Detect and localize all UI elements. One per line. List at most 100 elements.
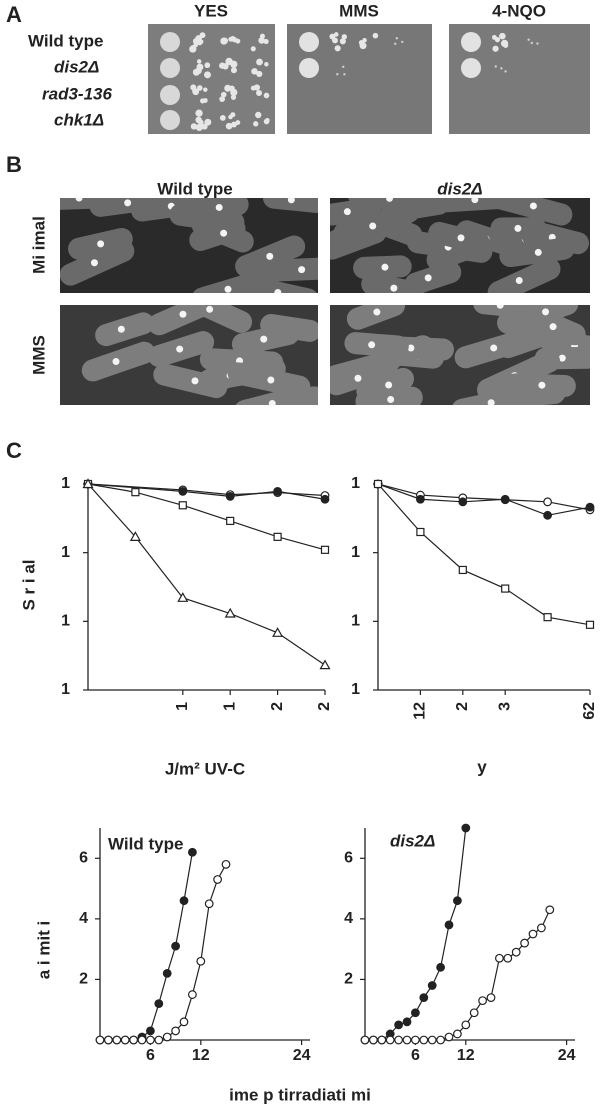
nucleus xyxy=(386,198,394,202)
colony-spot xyxy=(230,94,237,100)
nucleus xyxy=(373,308,381,316)
data-point xyxy=(137,1035,147,1045)
colony-spot xyxy=(492,45,499,52)
data-point xyxy=(453,1029,462,1039)
colony-spot xyxy=(191,87,197,92)
data-point xyxy=(419,993,429,1002)
colony-spot xyxy=(530,41,533,45)
x-tick-label: 12 xyxy=(412,702,429,720)
data-point xyxy=(453,896,462,906)
row-label: dis2Δ xyxy=(54,57,99,76)
column-header: MMS xyxy=(339,1,379,20)
data-point xyxy=(178,501,187,510)
data-point xyxy=(543,510,552,520)
nucleus xyxy=(538,381,546,389)
cell xyxy=(174,305,253,333)
y-tick-label: 1 xyxy=(351,681,360,698)
nucleus xyxy=(368,341,376,349)
x-tick-label: 6 xyxy=(146,1047,155,1064)
data-point xyxy=(436,962,446,972)
data-point xyxy=(444,1032,454,1042)
nucleus xyxy=(260,335,268,343)
nucleus xyxy=(381,263,389,271)
data-point xyxy=(520,938,529,948)
data-point xyxy=(537,923,546,933)
cell xyxy=(344,332,409,358)
colony-spot xyxy=(263,118,270,125)
data-point xyxy=(129,531,141,541)
y-tick-label: 2 xyxy=(344,971,353,988)
y-tick-label: 1 xyxy=(351,613,360,630)
nucleus xyxy=(191,377,199,385)
data-point xyxy=(458,565,467,575)
nucleus xyxy=(274,289,282,293)
nucleus xyxy=(514,224,522,232)
nucleus xyxy=(206,305,214,313)
data-point xyxy=(129,1035,139,1045)
data-point xyxy=(162,968,172,978)
colony-spot xyxy=(203,87,208,92)
series-line xyxy=(365,827,467,1041)
panel-label: B xyxy=(6,152,22,177)
data-point xyxy=(385,1035,395,1045)
data-point xyxy=(103,1035,113,1045)
colony-spot xyxy=(333,32,339,37)
colony-spot xyxy=(250,46,256,52)
x-axis-label: J/m² UV-C xyxy=(165,759,245,778)
colony-spot xyxy=(160,110,180,130)
colony-spot xyxy=(222,37,229,44)
x-tick-label: 12 xyxy=(192,1047,210,1064)
nucleus xyxy=(385,381,393,389)
x-tick-label: 2 xyxy=(454,702,471,711)
colony-spot xyxy=(219,62,226,69)
data-point xyxy=(427,1035,437,1045)
data-point xyxy=(154,999,164,1009)
data-point xyxy=(145,1035,155,1045)
cell xyxy=(404,261,462,293)
x-tick-label: 1 xyxy=(174,702,191,711)
data-point xyxy=(585,502,595,512)
data-point xyxy=(528,929,538,939)
data-point xyxy=(272,627,284,637)
cells xyxy=(330,198,590,293)
colony-spot xyxy=(504,70,507,73)
colony-spot xyxy=(263,92,270,99)
nucleus xyxy=(487,399,495,405)
nucleus xyxy=(390,284,398,292)
nucleus xyxy=(529,202,537,210)
nucleus xyxy=(90,259,98,267)
cell xyxy=(487,257,561,293)
cell xyxy=(485,198,573,226)
x-tick-label: 12 xyxy=(457,1047,475,1064)
y-tick-label: 2 xyxy=(79,971,88,988)
chart-title: Wild type xyxy=(108,834,183,853)
nucleus xyxy=(490,344,498,352)
nucleus xyxy=(97,240,105,248)
colony-spot xyxy=(196,59,202,64)
data-point xyxy=(179,896,189,906)
colony-spot xyxy=(197,85,203,91)
y-tick-label: 1 xyxy=(61,544,70,561)
data-point xyxy=(469,1008,479,1018)
x-tick-label: 62 xyxy=(581,702,598,720)
data-point xyxy=(369,1035,378,1045)
nucleus xyxy=(471,198,479,204)
data-point xyxy=(373,479,383,489)
colony-spot xyxy=(336,73,339,76)
colony-spot xyxy=(190,123,198,130)
data-point xyxy=(402,1017,412,1027)
nucleus xyxy=(534,248,542,256)
data-point xyxy=(171,941,181,951)
colony-spot xyxy=(198,39,204,45)
x-tick-label: 3 xyxy=(496,702,513,711)
colony-spot xyxy=(253,84,260,91)
data-point xyxy=(162,1032,172,1042)
data-point xyxy=(416,527,425,537)
series-line xyxy=(87,483,326,500)
colony-spot xyxy=(256,58,263,66)
data-point xyxy=(500,494,510,504)
row-label: rad3-136 xyxy=(42,84,112,103)
nucleus xyxy=(496,305,504,309)
row-label: Mi imal xyxy=(29,216,48,274)
data-point xyxy=(213,875,223,884)
